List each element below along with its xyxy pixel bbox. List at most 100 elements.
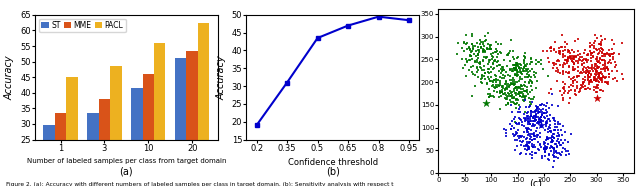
Point — [586, 56, 596, 59]
Point — [532, 121, 543, 124]
Point — [497, 90, 508, 93]
Point — [559, 92, 569, 94]
Point — [589, 78, 600, 81]
Point — [563, 56, 573, 59]
Point — [542, 135, 552, 138]
Point — [565, 56, 575, 59]
Point — [501, 129, 511, 132]
Point — [507, 94, 517, 97]
Point — [530, 123, 540, 126]
Point — [484, 47, 495, 50]
Point — [529, 114, 540, 117]
Point — [515, 87, 525, 90]
Point — [511, 122, 521, 125]
Point — [603, 83, 613, 86]
Point — [529, 71, 540, 74]
Point — [505, 50, 515, 53]
Point — [460, 63, 470, 66]
Point — [456, 47, 467, 50]
Point — [507, 119, 517, 122]
Point — [564, 50, 574, 53]
Point — [549, 152, 559, 155]
Point — [579, 57, 589, 60]
Point — [526, 57, 536, 60]
Point — [476, 47, 486, 50]
Point — [555, 64, 565, 67]
Point — [549, 155, 559, 158]
Point — [463, 47, 474, 50]
Point — [527, 150, 537, 153]
Point — [528, 119, 538, 122]
Point — [572, 74, 582, 77]
Point — [600, 75, 611, 78]
Point — [543, 125, 554, 128]
Point — [582, 78, 593, 81]
Point — [511, 64, 522, 67]
Point — [533, 121, 543, 124]
Point — [528, 122, 538, 125]
Point — [539, 112, 549, 115]
Point — [547, 139, 557, 142]
Point — [533, 121, 543, 124]
Point — [572, 80, 582, 83]
Point — [476, 78, 486, 81]
Point — [548, 146, 558, 149]
Point — [519, 113, 529, 116]
Point — [466, 66, 476, 69]
Point — [522, 148, 532, 151]
Point — [612, 70, 622, 73]
Point — [570, 39, 580, 42]
Point — [512, 61, 522, 64]
Point — [555, 53, 565, 56]
Point — [585, 41, 595, 44]
Point — [499, 128, 509, 131]
Point — [591, 78, 602, 81]
Point — [512, 73, 522, 76]
Point — [598, 76, 608, 78]
Point — [588, 52, 598, 54]
Point — [536, 124, 547, 127]
Point — [541, 145, 552, 148]
Point — [483, 48, 493, 51]
Point — [577, 83, 587, 86]
Point — [592, 55, 602, 58]
Point — [540, 147, 550, 150]
Point — [515, 105, 525, 108]
Point — [597, 54, 607, 57]
Point — [496, 94, 506, 97]
Point — [484, 95, 494, 98]
Point — [583, 73, 593, 76]
Point — [524, 73, 534, 76]
Point — [506, 70, 516, 73]
Point — [542, 110, 552, 113]
Point — [598, 89, 609, 92]
Point — [580, 71, 591, 74]
Point — [508, 68, 518, 70]
Point — [541, 105, 551, 108]
Point — [483, 43, 493, 46]
Point — [508, 117, 518, 120]
Point — [592, 64, 602, 67]
Point — [525, 98, 536, 101]
Point — [517, 121, 527, 124]
Point — [511, 63, 521, 66]
Point — [550, 126, 560, 129]
Point — [465, 59, 476, 62]
Point — [549, 136, 559, 139]
Point — [548, 139, 558, 142]
Point — [500, 82, 510, 85]
Point — [548, 147, 559, 150]
Point — [512, 64, 522, 67]
Point — [560, 63, 570, 66]
Point — [527, 143, 537, 146]
Point — [483, 71, 493, 74]
Point — [521, 64, 531, 67]
Point — [502, 95, 512, 98]
Point — [582, 70, 593, 73]
Point — [485, 79, 495, 82]
Point — [597, 72, 607, 75]
Point — [502, 87, 513, 90]
Point — [591, 90, 601, 93]
Point — [477, 75, 487, 78]
Point — [536, 121, 546, 124]
